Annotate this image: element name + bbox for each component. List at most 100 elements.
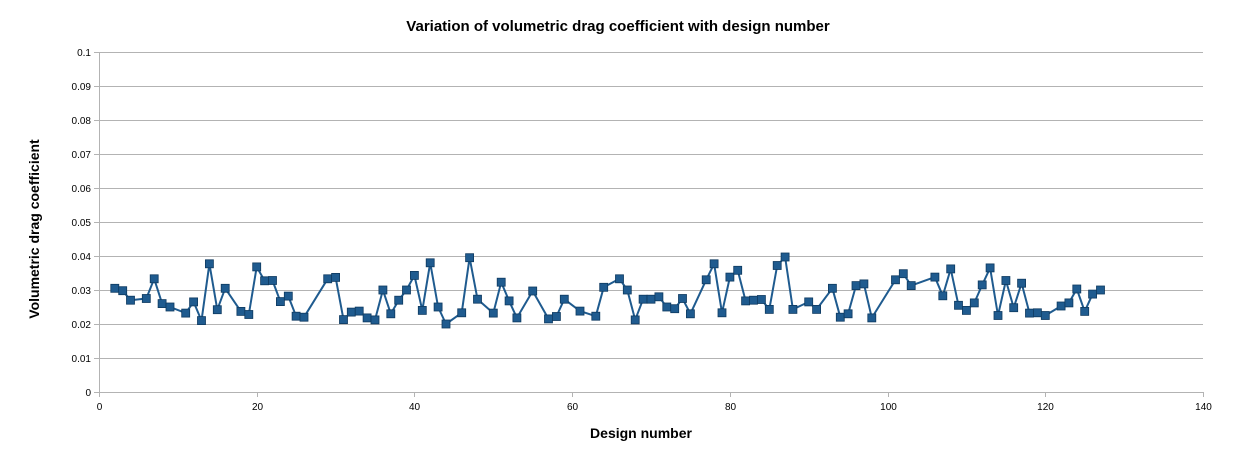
data-point-marker	[985, 263, 995, 273]
data-point-marker	[828, 283, 837, 293]
data-point-marker	[394, 295, 404, 305]
data-point-marker	[402, 285, 411, 295]
data-point-marker	[488, 308, 498, 318]
data-point-marker	[780, 252, 790, 262]
data-point-marker	[1017, 278, 1026, 288]
data-point-marker	[197, 316, 206, 326]
data-point-marker	[512, 313, 522, 323]
data-point-marker	[165, 302, 175, 312]
data-point-marker	[110, 283, 120, 293]
chart-title: Variation of volumetric drag coefficient…	[406, 18, 830, 35]
y-tick-label: 0.04	[72, 252, 92, 263]
data-point-marker	[244, 310, 254, 319]
x-tick-label: 120	[1037, 402, 1054, 413]
data-point-marker	[299, 312, 309, 322]
x-tick-label: 100	[880, 402, 897, 413]
data-point-marker	[1056, 301, 1066, 311]
data-point-marker	[1064, 298, 1074, 308]
x-axis-title: Design number	[590, 425, 692, 441]
data-point-marker	[496, 277, 506, 287]
data-point-marker	[891, 275, 900, 285]
data-point-marker	[835, 312, 845, 322]
x-tick-label: 140	[1195, 402, 1212, 413]
data-point-marker	[741, 296, 750, 306]
data-point-marker	[954, 300, 963, 310]
data-point-marker	[425, 258, 435, 268]
data-point-marker	[906, 281, 916, 291]
data-point-marker	[859, 279, 869, 289]
data-point-marker	[867, 313, 877, 323]
data-point-marker	[275, 297, 285, 307]
data-point-marker	[898, 269, 908, 279]
y-tick-label: 0.07	[72, 150, 92, 161]
data-point-marker	[323, 274, 333, 284]
data-point-marker	[938, 291, 948, 301]
data-point-marker	[362, 313, 372, 323]
y-axis-title: Volumetric drag coefficient	[26, 139, 42, 319]
data-point-marker	[268, 276, 277, 285]
data-point-marker	[181, 308, 191, 318]
data-point-marker	[473, 294, 482, 304]
data-point-marker	[1072, 284, 1082, 294]
data-point-marker	[118, 286, 128, 296]
data-point-marker	[346, 307, 356, 317]
data-point-marker	[1001, 276, 1011, 285]
data-point-marker	[1009, 303, 1019, 313]
data-point-marker	[260, 276, 270, 286]
data-point-marker	[157, 299, 167, 309]
data-point-marker	[701, 275, 711, 285]
data-point-marker	[843, 309, 853, 319]
data-point-marker	[528, 286, 538, 296]
data-point-marker	[788, 304, 798, 314]
tick-labels: 0 0.01 0.02 0.03 0.04 0.05 0.06 0.07 0.08 0.09 0.1…	[72, 48, 1213, 413]
data-point-marker	[220, 283, 230, 293]
data-point-marker	[686, 309, 695, 319]
data-point-marker	[339, 315, 348, 325]
data-series	[110, 252, 1105, 329]
x-tick-label: 0	[97, 402, 103, 413]
data-point-marker	[678, 294, 687, 303]
data-point-marker	[772, 261, 782, 270]
data-point-marker	[559, 294, 569, 304]
data-point-marker	[457, 308, 467, 318]
data-point-marker	[725, 272, 735, 282]
data-point-marker	[764, 304, 774, 314]
data-point-marker	[283, 291, 293, 301]
data-point-marker	[599, 282, 609, 292]
data-point-marker	[386, 309, 396, 319]
data-point-marker	[1033, 308, 1042, 318]
data-point-marker	[378, 285, 388, 295]
data-point-marker	[126, 295, 135, 305]
data-point-marker	[141, 294, 151, 303]
data-point-marker	[552, 312, 561, 321]
data-point-marker	[662, 302, 672, 312]
data-point-marker	[417, 305, 427, 315]
gridlines	[99, 52, 1203, 359]
data-point-marker	[149, 274, 159, 284]
data-point-marker	[638, 294, 648, 304]
x-tick-label: 80	[725, 402, 737, 413]
data-point-marker	[331, 272, 341, 282]
data-point-marker	[465, 253, 475, 263]
series-line	[114, 256, 1101, 325]
y-tick-label: 0.05	[72, 218, 92, 229]
data-point-marker	[804, 297, 814, 307]
data-point-marker	[409, 270, 419, 280]
data-point-marker	[993, 311, 1003, 320]
data-point-marker	[591, 311, 601, 321]
data-point-marker	[504, 296, 514, 306]
data-point-marker	[575, 306, 585, 316]
x-tick-label: 20	[252, 402, 264, 413]
data-point-marker	[622, 285, 632, 295]
data-point-marker	[204, 259, 214, 269]
y-tick-label: 0.03	[72, 286, 92, 297]
y-tick-label: 0.1	[77, 48, 91, 59]
data-point-marker	[709, 259, 719, 269]
data-point-marker	[370, 315, 380, 325]
data-point-marker	[441, 319, 451, 329]
y-tick-label: 0.09	[72, 82, 92, 93]
data-point-marker	[977, 280, 987, 290]
data-point-marker	[615, 274, 624, 284]
